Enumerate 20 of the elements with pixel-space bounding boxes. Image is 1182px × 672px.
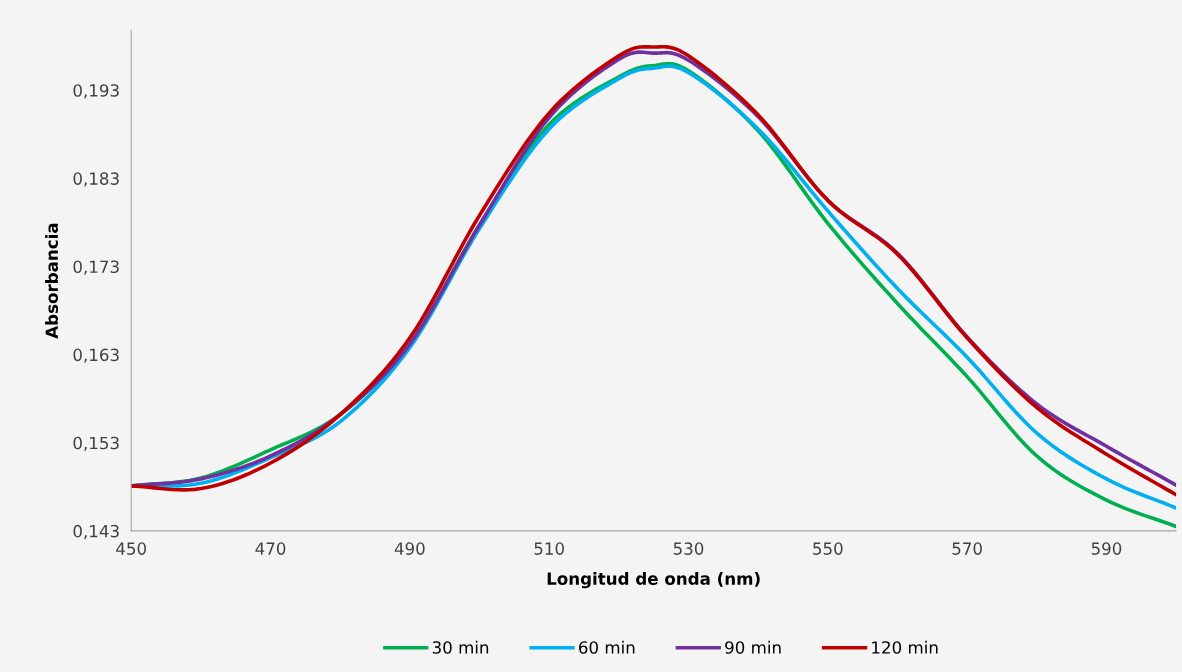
x-tick-label: 510 xyxy=(534,542,564,555)
x-tick-label: 450 xyxy=(116,542,146,555)
legend-label: 90 min xyxy=(725,640,781,654)
x-tick-label: 530 xyxy=(673,542,704,555)
y-tick-label: 0,193 xyxy=(73,84,119,99)
y-tick-label: 0,183 xyxy=(73,172,119,187)
legend-label: 30 min xyxy=(432,640,489,654)
x-tick-label: 590 xyxy=(1091,542,1122,555)
y-axis-title: Absorbancia xyxy=(45,223,59,339)
x-axis-title: Longitud de onda (nm) xyxy=(547,572,760,589)
y-tick-label: 0,163 xyxy=(73,348,119,363)
y-tick-label: 0,153 xyxy=(73,436,119,452)
y-tick-label: 0,143 xyxy=(73,524,119,540)
x-tick-label: 550 xyxy=(813,542,843,555)
legend-label: 120 min xyxy=(872,640,938,654)
x-tick-label: 490 xyxy=(394,542,425,555)
y-tick-label: 0,173 xyxy=(73,260,119,275)
legend-label: 60 min xyxy=(579,640,635,654)
x-tick-label: 470 xyxy=(255,542,286,555)
x-tick-label: 570 xyxy=(952,542,982,555)
